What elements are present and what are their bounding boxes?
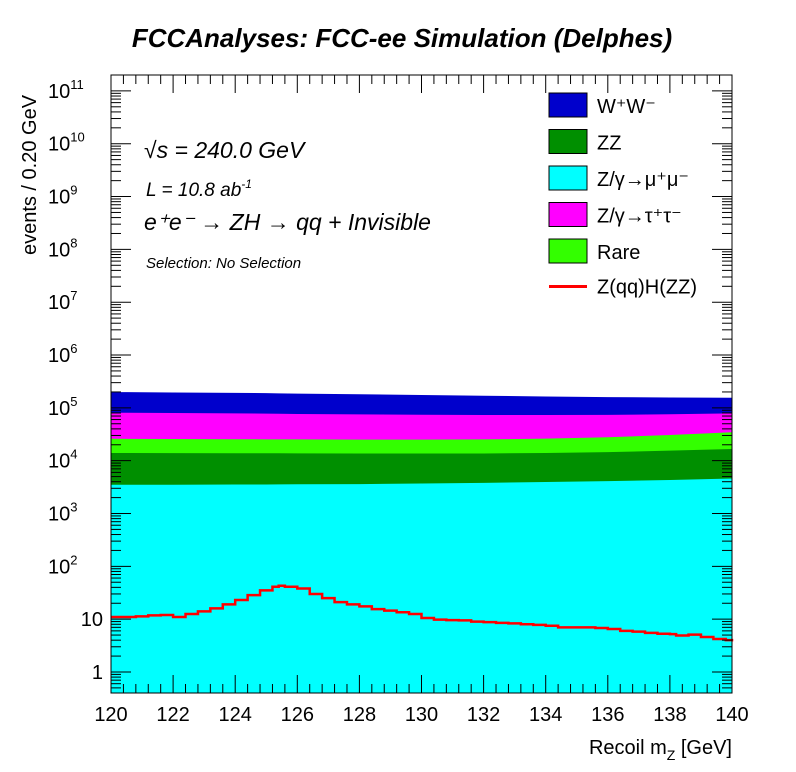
signal-line (111, 584, 734, 642)
legend-label: Z(qq)H(ZZ) (597, 277, 697, 299)
legend-label: ZZ (597, 133, 621, 155)
x-axis: 120 122 124 126 128 130 132 134 136 138 140 (94, 75, 749, 726)
x-tick-label: 134 (529, 704, 562, 726)
x-axis-label: Recoil mZ [GeV] (589, 737, 732, 763)
x-tick-label: 136 (591, 704, 624, 726)
y-tick-label: 109 (48, 183, 77, 209)
y-tick-label: 102 (48, 552, 77, 578)
x-tick-label: 126 (281, 704, 314, 726)
x-axis-label-sub: Z (667, 747, 676, 763)
legend-swatch (548, 238, 588, 264)
x-tick-label: 132 (467, 704, 500, 726)
y-tick-label: 108 (48, 235, 77, 261)
legend: W⁺W⁻ ZZ Z/γ→μ⁺μ⁻ Z/γ→τ⁺τ⁻ Rare Z(qq)H(ZZ) (548, 92, 697, 299)
legend-label: Z/γ→τ⁺τ⁻ (597, 206, 682, 228)
x-tick-label: 128 (343, 704, 376, 726)
legend-swatch (548, 165, 588, 191)
y-tick-label: 1011 (48, 77, 84, 103)
stacked-areas (111, 392, 732, 693)
x-tick-label: 130 (405, 704, 438, 726)
chart-title: FCCAnalyses: FCC-ee Simulation (Delphes) (132, 23, 672, 53)
x-tick-label: 120 (94, 704, 127, 726)
y-axis-label: events / 0.20 GeV (19, 94, 41, 255)
lumi-annotation: L = 10.8 ab-1 (146, 177, 252, 201)
lumi-exp: -1 (241, 177, 252, 191)
selection-annotation: Selection: No Selection (146, 255, 301, 272)
legend-label: Z/γ→μ⁺μ⁻ (597, 169, 689, 191)
signal-layer (111, 584, 734, 642)
process-annotation: e⁺e⁻ → ZH → qq + Invisible (144, 209, 431, 235)
y-tick-label: 106 (48, 341, 77, 367)
x-axis-label-unit: [GeV] (675, 737, 732, 759)
y-axis: 1 10 102 103 104 105 106 107 108 109 1010 1011 (48, 74, 732, 694)
x-axis-label-main: Recoil m (589, 737, 667, 759)
x-tick-label: 140 (715, 704, 748, 726)
y-tick-label: 1010 (48, 130, 85, 156)
y-tick-label: 105 (48, 394, 77, 420)
energy-annotation: √s = 240.0 GeV (144, 137, 307, 163)
x-tick-label: 124 (219, 704, 252, 726)
lumi-base: L = 10.8 ab (146, 180, 241, 201)
y-tick-label: 103 (48, 500, 77, 526)
y-tick-label: 1 (92, 662, 103, 684)
x-tick-label: 122 (156, 704, 189, 726)
legend-swatch (548, 92, 588, 118)
area-z- (111, 478, 732, 693)
legend-label: W⁺W⁻ (597, 96, 656, 118)
x-tick-label: 138 (653, 704, 686, 726)
legend-swatch (548, 129, 588, 154)
y-tick-label: 104 (48, 447, 77, 473)
legend-label: Rare (597, 242, 640, 264)
y-tick-label: 10 (81, 609, 103, 631)
legend-swatch (548, 202, 588, 227)
y-tick-label: 107 (48, 288, 77, 314)
